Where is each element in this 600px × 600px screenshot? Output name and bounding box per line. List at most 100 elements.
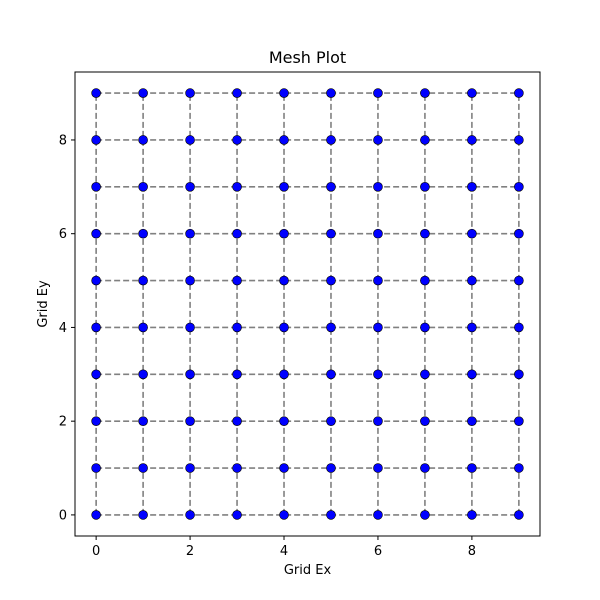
data-point [467,510,477,520]
data-point [514,182,524,192]
data-point [420,88,430,98]
data-point [138,322,148,333]
data-point [514,369,524,380]
x-tick-label: 4 [280,544,288,559]
data-point [420,510,430,520]
data-point [91,275,101,286]
data-point [373,135,383,145]
mesh-lines [95,92,520,516]
data-point [514,322,524,333]
data-point [373,510,383,520]
x-axis-ticks: 0 2 4 6 8 [92,536,476,559]
data-point [420,369,430,380]
data-point [91,182,101,192]
data-point [326,322,336,333]
data-point [373,322,383,333]
data-point [326,228,336,239]
data-point [467,182,477,192]
data-point [185,275,195,286]
data-points [91,88,524,520]
x-tick-label: 0 [92,544,100,559]
data-point [420,416,430,426]
data-point [373,228,383,239]
data-point [91,135,101,145]
data-point [279,182,289,192]
data-point [138,275,148,286]
y-tick-label: 6 [59,227,67,242]
data-point [232,275,242,286]
data-point [420,135,430,145]
x-tick-label: 6 [374,544,382,559]
data-point [467,416,477,426]
data-point [91,228,101,239]
data-point [232,322,242,333]
data-point [326,463,336,473]
data-point [232,182,242,192]
data-point [420,182,430,192]
data-point [91,88,101,98]
data-point [420,463,430,473]
plot-area [91,88,524,520]
y-tick-label: 2 [59,415,67,430]
data-point [279,228,289,239]
data-point [232,228,242,239]
data-point [326,275,336,286]
data-point [467,275,477,286]
data-point [514,275,524,286]
data-point [373,416,383,426]
data-point [467,369,477,380]
data-point [279,510,289,520]
data-point [232,88,242,98]
data-point [279,135,289,145]
data-point [467,322,477,333]
data-point [326,88,336,98]
data-point [185,463,195,473]
data-point [91,322,101,333]
data-point [138,182,148,192]
data-point [185,228,195,239]
data-point [138,510,148,520]
data-point [138,369,148,380]
data-point [373,182,383,192]
data-point [326,369,336,380]
data-point [232,135,242,145]
x-axis-label: Grid Ex [284,563,332,578]
data-point [232,510,242,520]
data-point [185,510,195,520]
data-point [514,463,524,473]
data-point [373,88,383,98]
data-point [514,416,524,426]
data-point [91,369,101,380]
data-point [279,369,289,380]
chart-title: Mesh Plot [269,48,346,67]
data-point [185,416,195,426]
data-point [326,510,336,520]
data-point [467,228,477,239]
x-tick-label: 8 [468,544,476,559]
y-tick-label: 4 [59,321,67,336]
data-point [420,275,430,286]
data-point [373,369,383,380]
data-point [279,322,289,333]
data-point [232,369,242,380]
data-point [467,135,477,145]
data-point [373,275,383,286]
data-point [279,275,289,286]
data-point [185,135,195,145]
data-point [138,135,148,145]
data-point [138,416,148,426]
y-axis-label: Grid Ey [36,280,51,328]
axes-frame [74,71,541,537]
data-point [514,88,524,98]
data-point [91,510,101,520]
data-point [91,416,101,426]
data-point [326,135,336,145]
data-point [138,228,148,239]
data-point [420,228,430,239]
x-tick-label: 2 [186,544,194,559]
data-point [514,228,524,239]
data-point [279,416,289,426]
data-point [185,182,195,192]
